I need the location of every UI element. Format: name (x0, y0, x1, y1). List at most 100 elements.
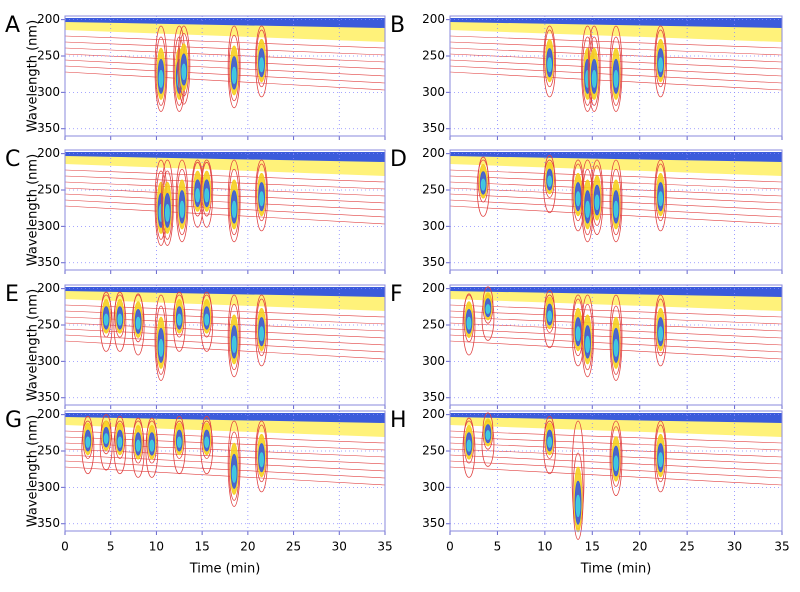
peak (227, 420, 241, 507)
peak (113, 415, 127, 475)
contour-line (64, 35, 386, 49)
x-tick-label: 0 (61, 540, 69, 554)
contour-line (64, 193, 386, 211)
contour-line (64, 460, 386, 479)
peak (571, 420, 585, 540)
y-tick-label: 200 (422, 12, 445, 26)
y-tick-label: 350 (422, 390, 445, 404)
contour-line (64, 169, 386, 183)
contour-line (449, 169, 783, 183)
y-tick-label: 250 (37, 318, 60, 332)
peak (654, 25, 667, 98)
contour-line (449, 304, 783, 318)
peak (227, 159, 241, 243)
peak (99, 291, 113, 352)
peak (154, 25, 168, 112)
plot-frame (64, 15, 386, 137)
peak (227, 25, 241, 109)
y-tick-label: 350 (422, 121, 445, 135)
plot-frame (64, 149, 386, 271)
y-tick-label: 300 (37, 480, 60, 494)
y-axis-title: Wavelength (nm) (26, 20, 41, 132)
contour-line (64, 328, 386, 346)
peak (160, 159, 174, 246)
peak (581, 294, 594, 378)
y-tick-label: 200 (422, 281, 445, 295)
y-tick-label: 350 (422, 255, 445, 269)
contour-line (64, 41, 386, 56)
peak (481, 286, 495, 341)
x-tick-label: 25 (680, 540, 695, 554)
peak (543, 25, 556, 98)
y-tick-label: 350 (37, 255, 60, 269)
y-tick-label: 200 (37, 407, 60, 421)
contour-line (64, 466, 386, 486)
y-tick-label: 250 (422, 318, 445, 332)
x-tick-label: 20 (240, 540, 255, 554)
peak (255, 420, 268, 493)
peak (654, 294, 667, 367)
contour-line (64, 53, 386, 70)
panel-label: C (5, 147, 20, 172)
panel-label: B (390, 13, 405, 38)
solvent-band-blue (450, 152, 782, 162)
y-tick-label: 300 (37, 354, 60, 368)
y-axis-title: Wavelength (nm) (26, 289, 41, 401)
peak (587, 25, 601, 112)
y-tick-label: 300 (422, 480, 445, 494)
contour-line (64, 340, 386, 360)
contour-line (64, 442, 386, 458)
peak (99, 414, 113, 471)
contour-line (64, 65, 386, 84)
contour-line (64, 59, 386, 77)
peak (172, 415, 186, 475)
x-tick-label: 5 (107, 540, 115, 554)
y-tick-label: 200 (37, 146, 60, 160)
peak (609, 420, 623, 496)
y-tick-label: 250 (422, 49, 445, 63)
contour-line (64, 205, 386, 225)
peak (200, 415, 214, 475)
y-tick-label: 200 (37, 12, 60, 26)
peak (145, 417, 159, 478)
plot-frame (64, 410, 386, 532)
y-tick-label: 200 (422, 146, 445, 160)
y-tick-label: 250 (37, 49, 60, 63)
panel-label: D (390, 147, 407, 172)
contour-line (64, 175, 386, 190)
y-tick-label: 350 (37, 516, 60, 530)
x-tick-label: 0 (446, 540, 454, 554)
contour-line (64, 181, 386, 197)
contour-line (64, 454, 386, 472)
contour-line (64, 71, 386, 91)
x-tick-label: 20 (632, 540, 647, 554)
y-tick-label: 250 (422, 183, 445, 197)
panel-label: H (390, 408, 407, 433)
y-tick-label: 300 (422, 85, 445, 99)
y-tick-label: 300 (422, 354, 445, 368)
contour-line (64, 199, 386, 218)
contour-line (64, 187, 386, 204)
peak (200, 159, 214, 228)
solvent-band-blue (65, 152, 385, 162)
solvent-band-blue (450, 287, 782, 297)
solvent-band-blue (65, 413, 385, 423)
peak (462, 417, 476, 478)
peak (154, 294, 168, 381)
x-tick-label: 35 (774, 540, 789, 554)
x-tick-label: 30 (727, 540, 742, 554)
y-tick-label: 250 (422, 444, 445, 458)
plot-frame (449, 15, 783, 137)
y-axis-title: Wavelength (nm) (26, 154, 41, 266)
peak (113, 291, 127, 352)
y-tick-label: 350 (37, 390, 60, 404)
peak (81, 415, 95, 475)
contour-line (449, 35, 783, 49)
contour-line (64, 436, 386, 451)
x-tick-label: 30 (332, 540, 347, 554)
solvent-band-blue (450, 18, 782, 28)
